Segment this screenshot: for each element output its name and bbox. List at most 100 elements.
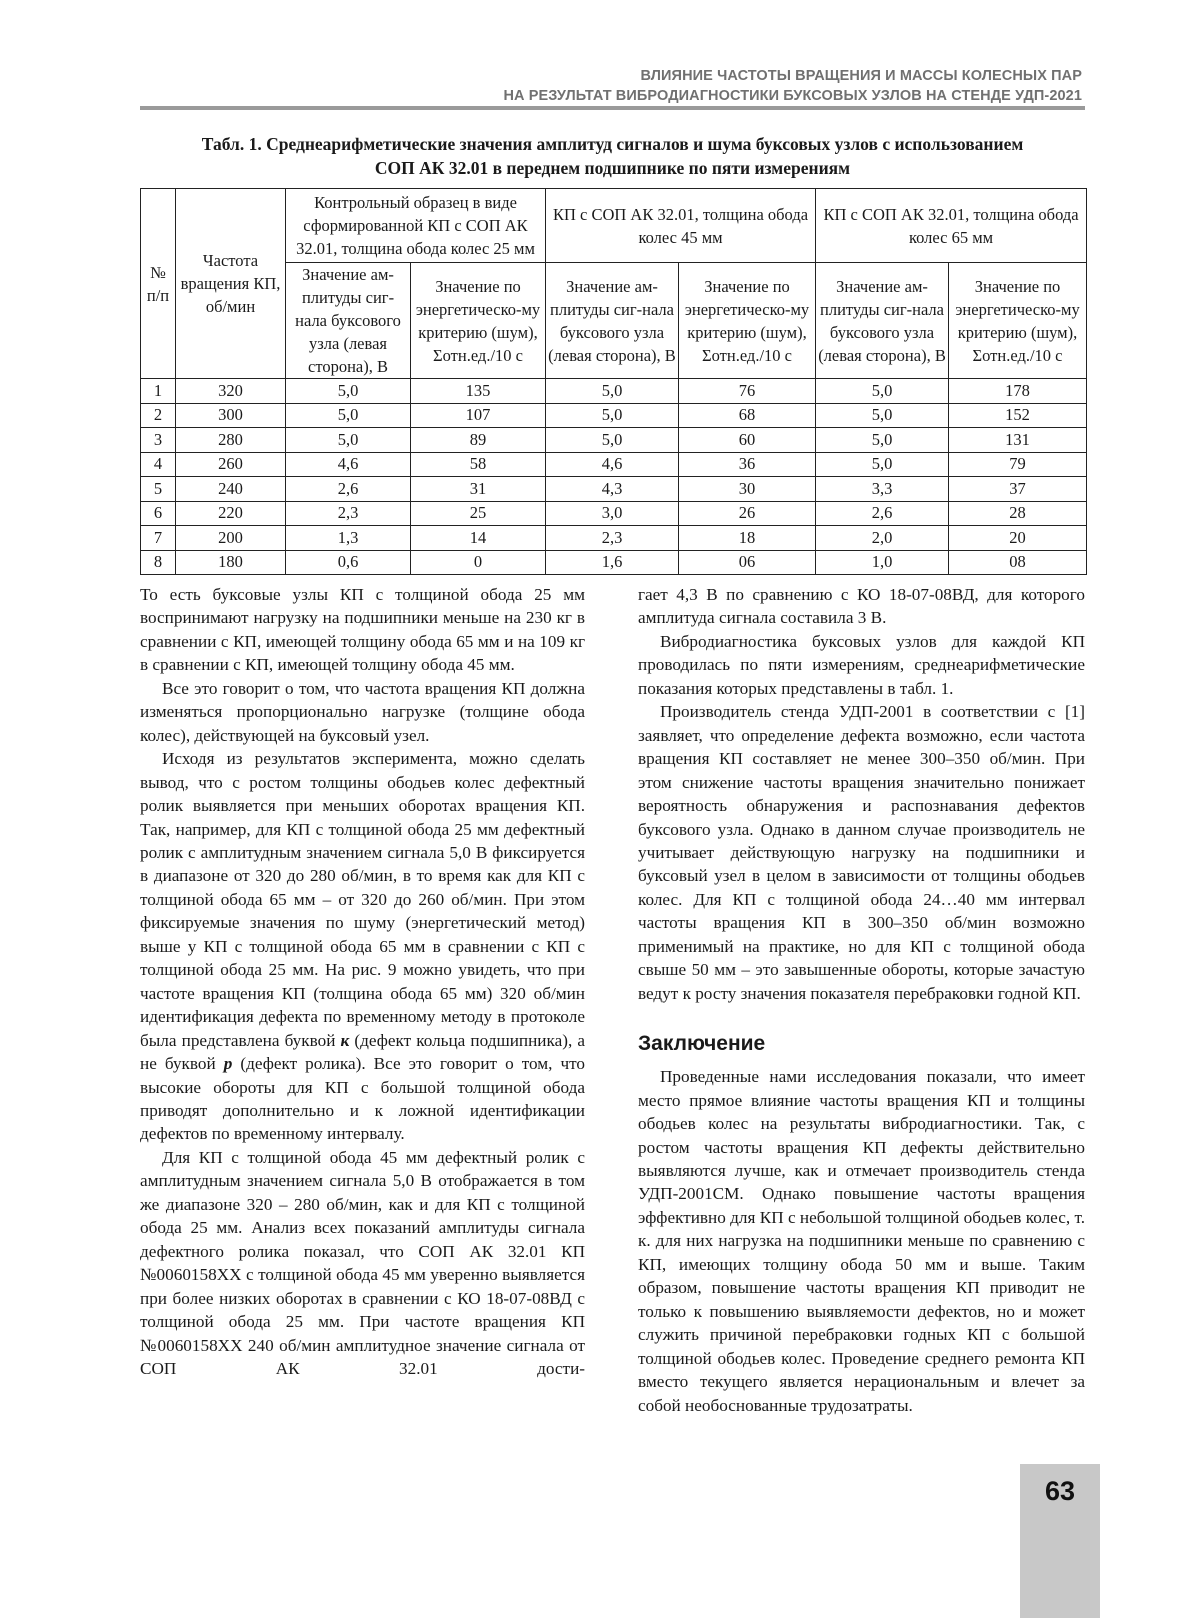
section-title-conclusion: Заключение (638, 1031, 1085, 1057)
table-cell: 3,0 (546, 501, 679, 526)
table-cell: 131 (949, 428, 1087, 453)
table-cell: 36 (679, 452, 816, 477)
table-cell: 1 (141, 379, 176, 404)
table-cell: 5,0 (286, 379, 411, 404)
header-frequency: Частота вращения КП, об/мин (176, 189, 286, 379)
table-cell: 8 (141, 550, 176, 575)
table-cell: 18 (679, 526, 816, 551)
table-cell: 28 (949, 501, 1087, 526)
subheader-noise: Значение по энергетическо-му критерию (ш… (679, 263, 816, 379)
table-cell: 1,3 (286, 526, 411, 551)
subheader-amplitude: Значение ам-плитуды сиг-нала буксового у… (546, 263, 679, 379)
table-row: 62202,3253,0262,628 (141, 501, 1087, 526)
table-cell: 240 (176, 477, 286, 502)
table-row: 13205,01355,0765,0178 (141, 379, 1087, 404)
table-cell: 200 (176, 526, 286, 551)
table-cell: 30 (679, 477, 816, 502)
table-cell: 220 (176, 501, 286, 526)
paragraph: Проведенные нами исследования показали, … (638, 1065, 1085, 1417)
running-head-line2: НА РЕЗУЛЬТАТ ВИБРОДИАГНОСТИКИ БУКСОВЫХ У… (503, 86, 1082, 106)
table-cell: 60 (679, 428, 816, 453)
table-cell: 4,3 (546, 477, 679, 502)
table-cell: 5,0 (546, 379, 679, 404)
table-cell: 178 (949, 379, 1087, 404)
running-head: ВЛИЯНИЕ ЧАСТОТЫ ВРАЩЕНИЯ И МАССЫ КОЛЕСНЫ… (503, 66, 1082, 106)
table-cell: 2,3 (286, 501, 411, 526)
header-group-65mm: КП с СОП АК 32.01, толщина обода колес 6… (816, 189, 1087, 263)
table-cell: 2,0 (816, 526, 949, 551)
paragraph: Производитель стенда УДП-2001 в соответс… (638, 700, 1085, 1005)
letter-k: к (341, 1031, 350, 1050)
paragraph: гает 4,3 В по сравнению с КО 18-07-08ВД,… (638, 583, 1085, 630)
table-cell: 5,0 (286, 428, 411, 453)
table-cell: 2,6 (286, 477, 411, 502)
table-cell: 300 (176, 403, 286, 428)
table-cell: 1,6 (546, 550, 679, 575)
table-row: 81800,601,6061,008 (141, 550, 1087, 575)
results-table: № п/п Частота вращения КП, об/мин Контро… (140, 188, 1087, 575)
table-cell: 5 (141, 477, 176, 502)
table-cell: 5,0 (546, 428, 679, 453)
table-cell: 5,0 (816, 403, 949, 428)
table-cell: 2,3 (546, 526, 679, 551)
table-cell: 2 (141, 403, 176, 428)
table-cell: 135 (411, 379, 546, 404)
table-cell: 6 (141, 501, 176, 526)
table-cell: 37 (949, 477, 1087, 502)
table-cell: 5,0 (816, 379, 949, 404)
header-group-45mm: КП с СОП АК 32.01, толщина обода колес 4… (546, 189, 816, 263)
table-cell: 1,0 (816, 550, 949, 575)
table-body: 13205,01355,0765,017823005,01075,0685,01… (141, 379, 1087, 575)
table-cell: 08 (949, 550, 1087, 575)
table-cell: 58 (411, 452, 546, 477)
table-cell: 79 (949, 452, 1087, 477)
table-cell: 5,0 (816, 452, 949, 477)
table-cell: 68 (679, 403, 816, 428)
paragraph: То есть буксовые узлы КП с толщиной обод… (140, 583, 585, 677)
table-cell: 5,0 (286, 403, 411, 428)
table-cell: 4 (141, 452, 176, 477)
subheader-noise: Значение по энергетическо-му критерию (ш… (411, 263, 546, 379)
table-cell: 31 (411, 477, 546, 502)
table-cell: 4,6 (286, 452, 411, 477)
subheader-noise: Значение по энергетическо-му критерию (ш… (949, 263, 1087, 379)
table-row: 42604,6584,6365,079 (141, 452, 1087, 477)
left-column: То есть буксовые узлы КП с толщиной обод… (140, 583, 585, 1380)
table-cell: 20 (949, 526, 1087, 551)
table-cell: 06 (679, 550, 816, 575)
caption-line-2: СОП АК 32.01 в переднем подшипнике по пя… (140, 156, 1085, 180)
table-cell: 14 (411, 526, 546, 551)
table-cell: 180 (176, 550, 286, 575)
table-caption: Табл. 1. Среднеарифметические значения а… (140, 132, 1085, 180)
paragraph: Все это говорит о том, что частота враще… (140, 677, 585, 747)
right-column: гает 4,3 В по сравнению с КО 18-07-08ВД,… (638, 583, 1085, 1417)
header-rule (140, 106, 1085, 110)
table-row: 52402,6314,3303,337 (141, 477, 1087, 502)
paragraph: Вибродиагностика буксовых узлов для кажд… (638, 630, 1085, 700)
table-cell: 152 (949, 403, 1087, 428)
page-number: 63 (1020, 1476, 1100, 1507)
table-cell: 2,6 (816, 501, 949, 526)
table-cell: 0,6 (286, 550, 411, 575)
text-run: Исходя из результатов эксперимента, можн… (140, 749, 585, 1049)
table-cell: 5,0 (546, 403, 679, 428)
table-cell: 7 (141, 526, 176, 551)
caption-line-1: Табл. 1. Среднеарифметические значения а… (140, 132, 1085, 156)
header-group-25mm: Контрольный образец в виде сформированно… (286, 189, 546, 263)
table-cell: 5,0 (816, 428, 949, 453)
running-head-line1: ВЛИЯНИЕ ЧАСТОТЫ ВРАЩЕНИЯ И МАССЫ КОЛЕСНЫ… (503, 66, 1082, 86)
page-number-box: 63 (1020, 1464, 1100, 1618)
table-row: 72001,3142,3182,020 (141, 526, 1087, 551)
table-cell: 260 (176, 452, 286, 477)
paragraph: Исходя из результатов эксперимента, можн… (140, 747, 585, 1146)
subheader-amplitude: Значение ам-плитуды сиг-нала буксового у… (286, 263, 411, 379)
header-num: № п/п (141, 189, 176, 379)
table-cell: 4,6 (546, 452, 679, 477)
table-cell: 26 (679, 501, 816, 526)
table-cell: 320 (176, 379, 286, 404)
table-row: 32805,0895,0605,0131 (141, 428, 1087, 453)
table-cell: 3 (141, 428, 176, 453)
table-cell: 0 (411, 550, 546, 575)
table-cell: 25 (411, 501, 546, 526)
table-cell: 107 (411, 403, 546, 428)
